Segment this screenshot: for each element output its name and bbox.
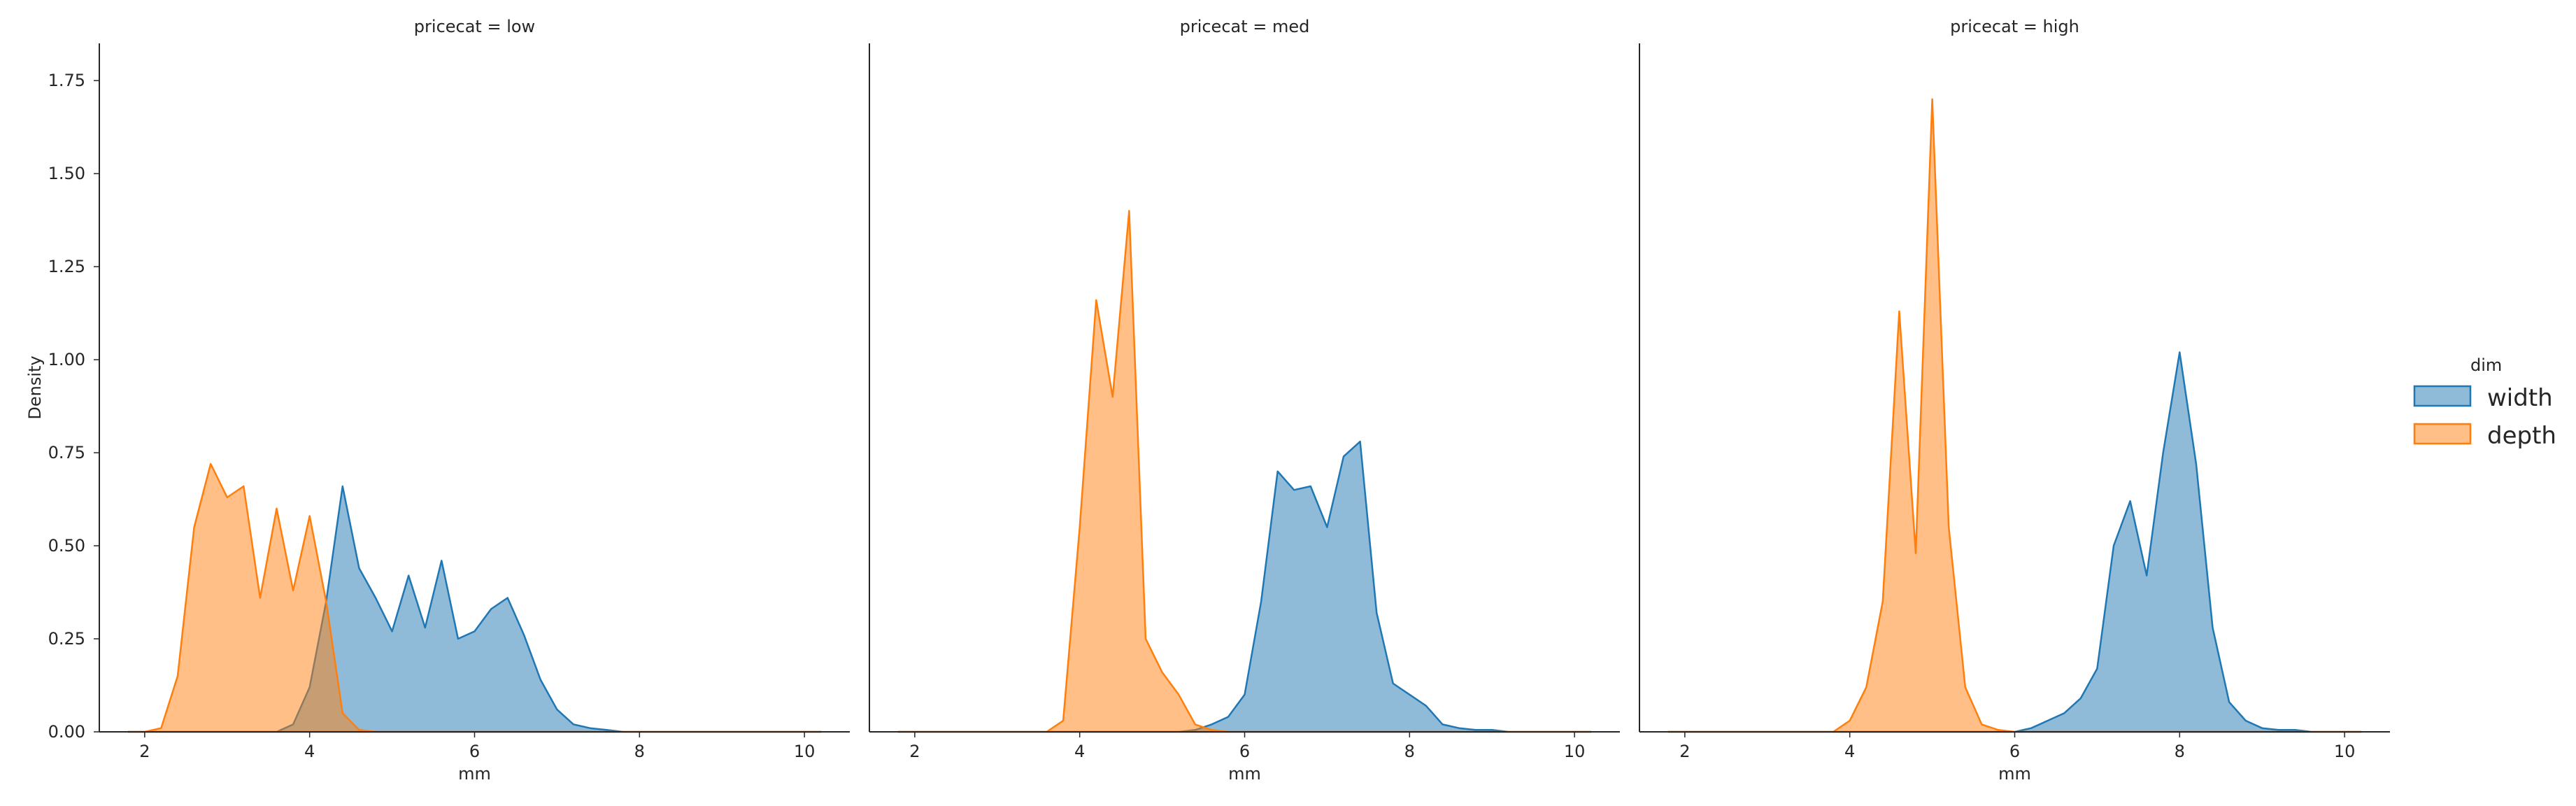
y-tick-label: 0.00 (48, 722, 85, 742)
density-area-depth (1667, 98, 2362, 733)
density-area-depth (897, 210, 1592, 733)
x-tick-label: 6 (1239, 742, 1250, 761)
y-tick-label: 0.25 (48, 629, 85, 649)
legend-label-depth: depth (2487, 422, 2556, 450)
x-tick-label: 2 (139, 742, 150, 761)
y-tick-label: 0.75 (48, 443, 85, 462)
panel-title: pricecat = low (414, 17, 535, 36)
density-area-width (1667, 351, 2362, 733)
legend-title: dim (2470, 355, 2502, 375)
x-tick-label: 4 (1844, 742, 1855, 761)
y-tick-label: 1.75 (48, 71, 85, 90)
x-tick-label: 4 (1074, 742, 1085, 761)
panel-2: pricecat = med 2 4 6 8 10 mm (869, 17, 1620, 784)
x-tick-label: 4 (304, 742, 315, 761)
x-tick-label: 10 (1564, 742, 1586, 761)
legend-swatch-width (2413, 385, 2472, 407)
legend: dim width depth (2413, 355, 2556, 450)
x-axis-label: mm (458, 764, 491, 784)
y-tick-label: 0.50 (48, 536, 85, 556)
density-area-width (897, 440, 1592, 733)
y-axis-label: Density (25, 355, 45, 419)
legend-label-width: width (2487, 384, 2553, 412)
y-tick-label: 1.25 (48, 257, 85, 276)
panel-3: pricecat = high 2 4 6 8 10 mm (1639, 17, 2390, 784)
x-tick-label: 10 (794, 742, 816, 761)
legend-swatch-depth (2413, 423, 2472, 445)
x-tick-label: 8 (634, 742, 645, 761)
x-axis-label: mm (1228, 764, 1261, 784)
panel-title: pricecat = high (1950, 17, 2079, 36)
x-tick-label: 8 (1404, 742, 1415, 761)
x-tick-label: 8 (2175, 742, 2185, 761)
x-tick-label: 2 (1679, 742, 1690, 761)
panel-title: pricecat = med (1180, 17, 1310, 36)
x-tick-label: 2 (909, 742, 920, 761)
y-tick-label: 1.50 (48, 164, 85, 183)
x-tick-label: 10 (2334, 742, 2356, 761)
x-axis-label: mm (1998, 764, 2031, 784)
panels-layer: pricecat = low 2 4 6 8 10 mm 0.00 0.25 0.50 0.75 1.… (25, 17, 2390, 784)
x-tick-label: 6 (469, 742, 480, 761)
y-tick-label: 1.00 (48, 350, 85, 369)
panel-1: pricecat = low 2 4 6 8 10 mm 0.00 0.25 0.50 0.75 1.… (25, 17, 850, 784)
x-tick-label: 6 (2009, 742, 2020, 761)
